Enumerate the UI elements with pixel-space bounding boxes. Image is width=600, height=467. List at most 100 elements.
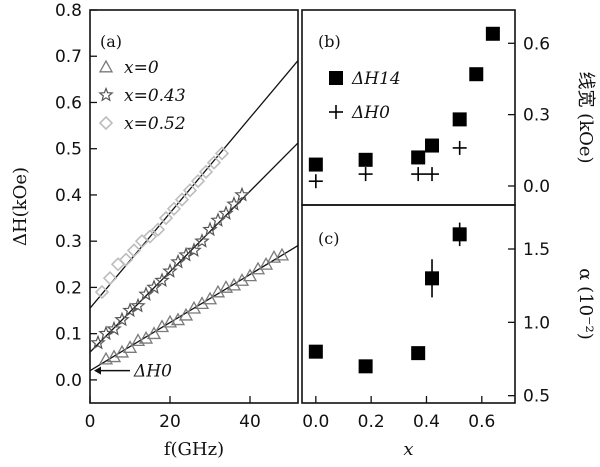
point-diamond [174,192,190,207]
point-diamond [94,284,110,300]
point-triangle [178,307,194,321]
y-tick-label: 0.5 [55,140,82,160]
legend-label: ΔH14 [351,69,401,89]
legend: x=0 x=0.43 x=0.52 [98,58,186,134]
point-square [452,227,467,242]
point-diamond [102,271,118,286]
y-tick-label: 0.5 [523,387,550,407]
y-tick-label: 0.7 [55,47,82,67]
point-star [234,186,250,202]
y-tick-label: 0.6 [523,34,550,54]
y-tick-label: 0.0 [523,177,550,197]
panel-label-b: (b) [318,32,341,51]
panel-a-frame [89,9,299,404]
legend-marker-diamond [98,115,114,131]
y-axis-title: α (10⁻²) [575,268,596,340]
point-diamond [110,257,126,272]
y-tick-label: 0.3 [523,106,550,126]
y-tick-label: 0.4 [55,186,82,206]
y-tick-label: 0.0 [55,371,82,391]
x-axis-title: x [403,439,413,460]
point-star [138,286,154,301]
point-square [485,26,500,41]
y-tick-label: 0.2 [55,278,82,298]
legend-marker-square [329,71,343,85]
panel-c: 0.5 1.0 1.5 0.0 0.2 0.4 0.6 x α (10⁻²) [301,204,596,460]
point-star [114,311,130,327]
point-triangle [146,326,162,340]
fit-line-star [89,142,299,353]
arrow-head [94,366,101,375]
panel-labels: (a) (b) (c) [100,32,341,248]
point-star [170,253,186,269]
point-diamond [158,210,174,226]
x-axis-title: f(GHz) [164,439,224,460]
point-square [425,138,440,153]
panel-label-a: (a) [100,32,122,51]
point-diamond [126,243,142,258]
point-diamond [150,222,166,237]
legend-label: ΔH0 [351,103,390,123]
point-square [358,152,373,167]
legend-label: x=0.52 [124,114,186,134]
fit-line-diamond [89,60,299,309]
panel-b: 0.0 0.3 0.6 ΔH14 ΔH0 线宽 (kOe) [301,9,596,206]
point-star [90,334,106,350]
x-tick-label: 0 [85,412,96,432]
point-triangle [258,256,274,270]
y-axis-title: 线宽 (kOe) [575,71,596,163]
point-plus [308,174,323,189]
legend-marker-triangle [98,59,114,73]
legend-label: x=0 [124,58,159,78]
point-star [226,196,242,211]
y-tick-label: 0.6 [55,93,82,113]
point-square [308,344,323,359]
legend: ΔH14 ΔH0 [329,69,401,123]
point-plus [452,140,467,155]
panel-a: 0.0 0.1 0.2 0.3 0.4 0.5 0.6 0.7 0.8 0 20 40 x=0 x=0.4… [10,1,299,460]
point-diamond [118,252,134,267]
x-tick-label: 0.2 [358,412,385,432]
legend-marker-star [98,86,114,102]
point-star [130,297,146,313]
x-tick-label: 0.4 [413,412,440,432]
legend-label: x=0.43 [124,86,186,106]
x-tick-label: 40 [239,412,261,432]
point-star [162,262,178,278]
point-star [202,221,218,237]
x-tick-label: 0.6 [468,412,495,432]
annotation-label: ΔH0 [133,362,172,382]
point-diamond [190,173,206,189]
point-square [425,271,440,286]
point-plus [411,167,426,182]
point-diamond [214,146,230,161]
point-star [194,233,210,248]
y-tick-label: 0.8 [55,1,82,21]
point-square [358,359,373,374]
y-tick-label: 0.1 [55,325,82,345]
y-axis-title: ΔH(kOe) [10,167,31,246]
y-tick-label: 1.0 [523,313,550,333]
point-square [411,150,426,165]
legend-marker-plus [329,105,343,119]
point-diamond [198,164,214,179]
panel-label-c: (c) [318,229,339,248]
point-diamond [182,183,198,198]
y-tick-label: 1.5 [523,240,550,260]
point-diamond [166,201,182,216]
point-square [411,346,426,361]
point-plus [358,167,373,182]
panel-c-frame [301,204,516,404]
point-diamond [142,229,158,244]
x-tick-label: 0.0 [302,412,329,432]
point-star [210,212,226,227]
point-triangle [242,268,258,282]
point-triangle [274,247,290,261]
point-star [218,205,234,221]
point-square [469,67,484,82]
point-star [106,320,122,336]
point-diamond [206,155,222,170]
y-tick-label: 0.3 [55,232,82,252]
fit-line-triangle [89,245,299,372]
